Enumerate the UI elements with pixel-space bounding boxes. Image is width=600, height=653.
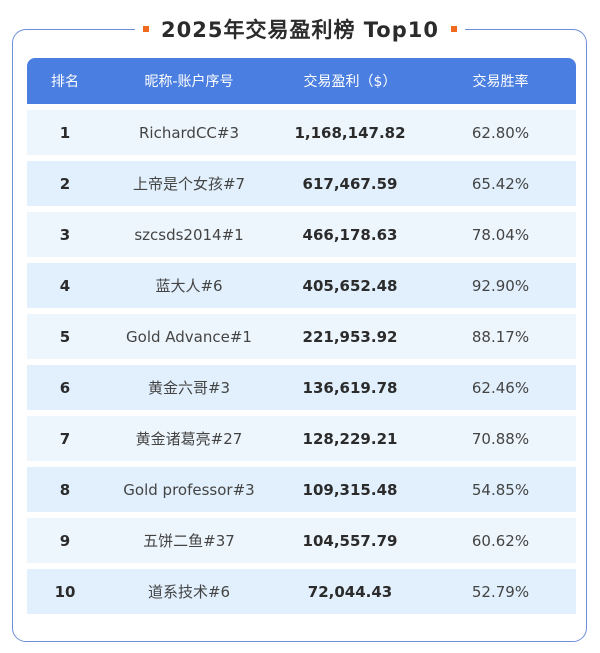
square-bullet-icon xyxy=(143,26,149,32)
table-row: 8 Gold professor#3 109,315.48 54.85% xyxy=(27,467,576,512)
table-row: 2 上帝是个女孩#7 617,467.59 65.42% xyxy=(27,161,576,206)
win-rate-cell: 54.85% xyxy=(471,480,530,499)
win-rate-cell: 60.62% xyxy=(471,531,530,550)
profit-cell: 405,652.48 xyxy=(302,276,398,295)
table-row: 10 道系技术#6 72,044.43 52.79% xyxy=(27,569,576,614)
rank-cell: 9 xyxy=(59,531,71,550)
win-rate-cell: 52.79% xyxy=(471,582,530,601)
table-row: 1 RichardCC#3 1,168,147.82 62.80% xyxy=(27,110,576,155)
header-nickname: 昵称-账户序号 xyxy=(144,74,234,90)
profit-cell: 128,229.21 xyxy=(302,429,398,448)
win-rate-cell: 70.88% xyxy=(471,429,530,448)
nickname-cell: RichardCC#3 xyxy=(138,123,240,142)
table-row: 9 五饼二鱼#37 104,557.79 60.62% xyxy=(27,518,576,563)
title-bar: 2025年交易盈利榜 Top10 xyxy=(0,12,600,46)
rank-cell: 4 xyxy=(59,276,71,295)
page-title: 2025年交易盈利榜 Top10 xyxy=(161,18,439,42)
rank-cell: 2 xyxy=(59,174,71,193)
nickname-cell: 黄金六哥#3 xyxy=(147,379,231,397)
table-row: 3 szcsds2014#1 466,178.63 78.04% xyxy=(27,212,576,257)
nickname-cell: szcsds2014#1 xyxy=(134,225,244,244)
header-rank: 排名 xyxy=(51,74,79,90)
nickname-cell: 上帝是个女孩#7 xyxy=(132,175,246,193)
table-row: 4 蓝大人#6 405,652.48 92.90% xyxy=(27,263,576,308)
profit-cell: 1,168,147.82 xyxy=(294,123,406,142)
header-win-rate: 交易胜率 xyxy=(472,74,529,90)
nickname-cell: 五饼二鱼#37 xyxy=(143,532,235,550)
rank-cell: 6 xyxy=(59,378,71,397)
win-rate-cell: 62.80% xyxy=(471,123,530,142)
profit-cell: 109,315.48 xyxy=(302,480,398,499)
profit-cell: 221,953.92 xyxy=(302,327,398,346)
rank-cell: 3 xyxy=(59,225,71,244)
nickname-cell: Gold professor#3 xyxy=(123,480,255,499)
rank-cell: 8 xyxy=(59,480,71,499)
nickname-cell: Gold Advance#1 xyxy=(126,327,252,346)
rank-cell: 5 xyxy=(59,327,71,346)
win-rate-cell: 78.04% xyxy=(471,225,530,244)
nickname-cell: 黄金诸葛亮#27 xyxy=(135,430,243,448)
profit-cell: 617,467.59 xyxy=(302,174,398,193)
square-bullet-icon xyxy=(450,26,457,32)
profit-cell: 466,178.63 xyxy=(302,225,398,244)
win-rate-cell: 65.42% xyxy=(471,174,530,193)
rank-cell: 1 xyxy=(59,123,71,142)
profit-cell: 104,557.79 xyxy=(302,531,398,550)
table-header: 排名 昵称-账户序号 交易盈利（$） 交易胜率 xyxy=(27,58,576,104)
win-rate-cell: 92.90% xyxy=(471,276,530,295)
nickname-cell: 蓝大人#6 xyxy=(155,277,223,295)
table-row: 6 黄金六哥#3 136,619.78 62.46% xyxy=(27,365,576,410)
profit-cell: 72,044.43 xyxy=(307,582,393,601)
rank-cell: 10 xyxy=(54,582,76,601)
nickname-cell: 道系技术#6 xyxy=(147,583,231,601)
table-row: 7 黄金诸葛亮#27 128,229.21 70.88% xyxy=(27,416,576,461)
leaderboard-table: 排名 昵称-账户序号 交易盈利（$） 交易胜率 1 RichardCC#3 1,16… xyxy=(27,58,576,614)
profit-cell: 136,619.78 xyxy=(302,378,398,397)
win-rate-cell: 88.17% xyxy=(471,327,530,346)
header-profit: 交易盈利（$） xyxy=(303,74,397,90)
table-row: 5 Gold Advance#1 221,953.92 88.17% xyxy=(27,314,576,359)
win-rate-cell: 62.46% xyxy=(471,378,530,397)
rank-cell: 7 xyxy=(59,429,71,448)
